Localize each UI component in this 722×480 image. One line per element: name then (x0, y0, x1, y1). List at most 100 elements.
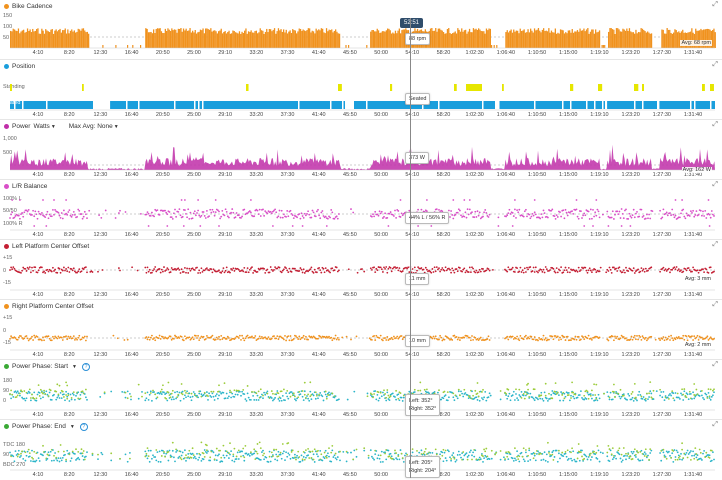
data-point (613, 266, 615, 269)
right-data-point (518, 455, 521, 458)
data-point (523, 210, 526, 213)
data-point (61, 339, 64, 341)
left-data-point (290, 391, 293, 393)
bike-cadence-chart[interactable]: 4:10 8:20 12:30 16:40 20:50 25:00 29:10 33:20 37… (0, 0, 722, 60)
position-chart[interactable]: 4:10 8:20 12:30 16:40 20:50 25:00 29:10 33:20 37… (0, 60, 722, 120)
x-tick-label: 50:00 (374, 292, 388, 298)
left-data-point (545, 397, 548, 400)
max-avg-dropdown[interactable]: Max Avg: None▼ (69, 123, 119, 130)
data-point (386, 336, 389, 338)
right-data-point (452, 392, 455, 395)
right-data-point (206, 449, 208, 452)
data-point (289, 335, 292, 337)
right-data-point (255, 450, 258, 453)
data-point (334, 334, 337, 337)
cadence-bar (153, 29, 155, 48)
power-chart[interactable]: 4:10 8:20 12:30 16:40 20:50 25:00 29:10 33:20 37… (0, 120, 722, 180)
data-point (393, 335, 395, 338)
x-tick-label: 58:20 (437, 172, 451, 178)
left-data-point (245, 399, 248, 402)
left-data-point (572, 395, 575, 398)
data-point (276, 267, 279, 270)
cadence-bar (215, 31, 217, 48)
expand-icon[interactable]: ⤢ (712, 301, 718, 308)
data-point (228, 216, 230, 219)
right-data-point (42, 392, 44, 395)
cursor-tooltip: Left: 205° Right: 204° (405, 456, 441, 478)
cadence-bar (385, 30, 387, 48)
chevron-down-icon[interactable]: ▼ (69, 423, 75, 430)
x-tick-label: 1:06:40 (497, 112, 515, 118)
left-data-point (34, 460, 37, 463)
expand-icon[interactable]: ⤢ (712, 61, 718, 68)
data-point (390, 336, 393, 339)
right-data-point (476, 392, 479, 395)
expand-icon[interactable]: ⤢ (712, 361, 718, 368)
expand-icon[interactable]: ⤢ (712, 121, 718, 128)
data-point (582, 336, 584, 339)
left-data-point (203, 449, 206, 451)
left-data-point (63, 393, 65, 396)
x-tick-label: 1:15:00 (559, 412, 577, 418)
data-point (534, 266, 537, 269)
expand-icon[interactable]: ⤢ (712, 421, 718, 428)
data-point (407, 266, 410, 269)
data-point (268, 271, 271, 274)
data-point (466, 335, 469, 337)
data-point (86, 271, 88, 274)
left-data-point (215, 393, 218, 395)
y-label: 100% R (3, 221, 23, 227)
data-point (78, 334, 81, 337)
power-metric-dropdown[interactable]: Watts▼ (33, 123, 55, 130)
expand-icon[interactable]: ⤢ (712, 241, 718, 248)
right-pco-chart[interactable]: 4:10 8:20 12:30 16:40 20:50 25:00 29:10 33:20 37… (0, 300, 722, 360)
power-phase-end-chart[interactable]: 4:10 8:20 12:30 16:40 20:50 25:00 29:10 33:20 37… (0, 420, 722, 480)
data-point (497, 216, 500, 219)
data-point (536, 270, 538, 273)
cadence-bar (702, 29, 705, 48)
data-point (54, 268, 56, 271)
power-phase-start-chart[interactable]: 4:10 8:20 12:30 16:40 20:50 25:00 29:10 33:20 37… (0, 360, 722, 420)
position-gap (710, 101, 712, 109)
right-data-point (586, 390, 589, 393)
right-data-point (695, 388, 698, 391)
right-data-point (81, 390, 84, 393)
data-point (589, 269, 592, 272)
right-data-point (548, 392, 550, 395)
cadence-bar (701, 30, 703, 48)
data-point (432, 271, 435, 273)
data-point (487, 216, 490, 218)
data-point (586, 271, 589, 274)
data-point (384, 268, 386, 270)
lr-balance-chart[interactable]: 4:10 8:20 12:30 16:40 20:50 25:00 29:10 33:20 37… (0, 180, 722, 240)
left-data-point (283, 450, 285, 453)
right-data-point (83, 458, 86, 461)
data-point (218, 225, 220, 227)
cadence-bar (145, 28, 147, 48)
data-point (116, 337, 119, 340)
data-point (19, 199, 21, 201)
info-icon[interactable]: ? (79, 422, 88, 431)
data-point (78, 268, 81, 271)
cadence-bar (507, 32, 510, 48)
data-point (702, 210, 704, 213)
position-gap (345, 101, 354, 109)
right-data-point (508, 451, 511, 454)
right-data-point (187, 456, 190, 459)
data-point (82, 336, 85, 339)
expand-icon[interactable]: ⤢ (712, 1, 718, 8)
right-data-point (233, 389, 236, 392)
left-data-point (556, 460, 559, 463)
chevron-down-icon[interactable]: ▼ (72, 363, 77, 370)
left-pco-chart[interactable]: 4:10 8:20 12:30 16:40 20:50 25:00 29:10 33:20 37… (0, 240, 722, 300)
data-point (50, 270, 53, 273)
left-data-point (453, 399, 456, 402)
expand-icon[interactable]: ⤢ (712, 181, 718, 188)
data-point (705, 268, 708, 271)
left-data-point (232, 455, 235, 458)
left-data-point (14, 450, 17, 453)
info-icon[interactable]: ? (81, 362, 90, 371)
left-data-point (199, 453, 202, 456)
cadence-bar (283, 29, 285, 48)
data-point (526, 266, 528, 269)
